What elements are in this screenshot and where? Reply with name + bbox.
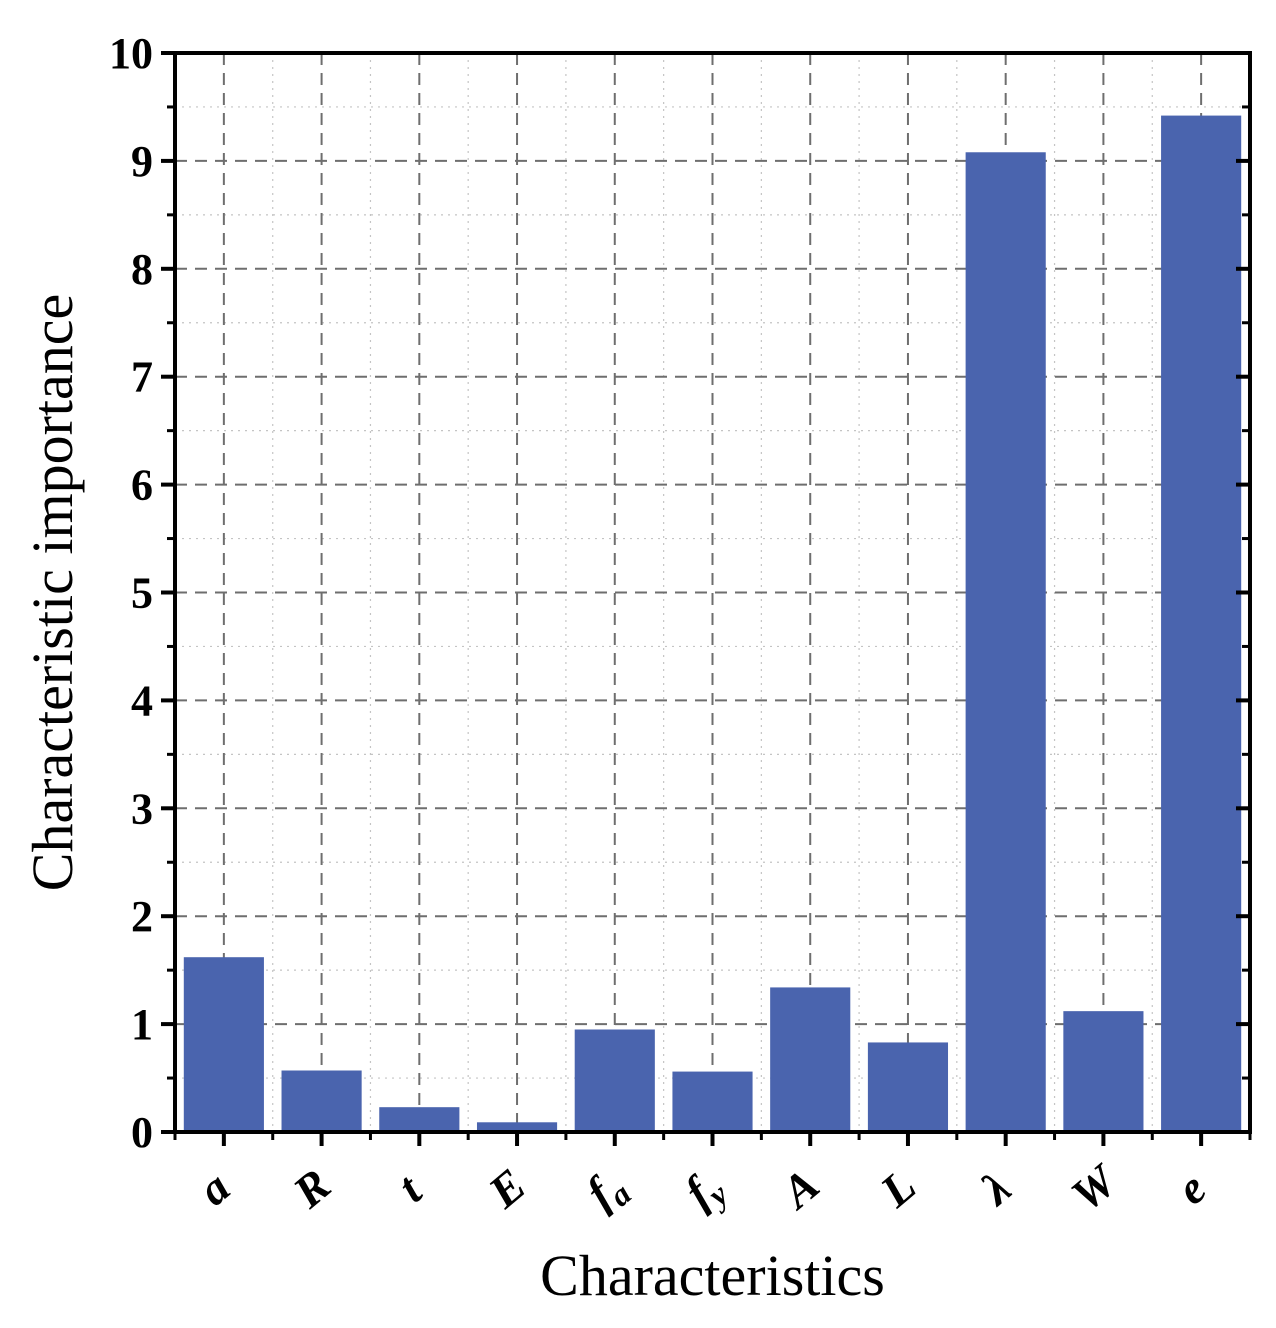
bar-11 (1161, 115, 1242, 1132)
y-tick-label: 7 (131, 353, 153, 402)
x-category-label: A (770, 1159, 829, 1220)
x-category-label: fy (675, 1159, 736, 1223)
y-tick-label: 10 (109, 29, 153, 78)
y-axis-title: Characteristic importance (20, 294, 85, 891)
bar-1 (183, 957, 264, 1132)
y-tick-label: 2 (131, 892, 153, 941)
bars (183, 115, 1242, 1132)
x-category-label: R (283, 1159, 340, 1218)
x-category-label: W (1061, 1153, 1127, 1220)
bar-4 (476, 1122, 558, 1132)
y-tick-label: 5 (131, 569, 153, 618)
bar-5 (574, 1029, 655, 1132)
y-tick-label: 6 (131, 461, 153, 510)
x-category-label: fa (576, 1159, 637, 1224)
bar-9 (965, 152, 1046, 1132)
x-axis-title: Characteristics (540, 1243, 885, 1308)
bar-2 (281, 1070, 362, 1132)
x-category-label: λ (970, 1162, 1020, 1215)
x-category-label: L (870, 1160, 925, 1218)
y-tick-label: 9 (131, 137, 153, 186)
y-tick-label: 8 (131, 245, 153, 294)
bar-10 (1063, 1011, 1144, 1132)
x-category-label: E (478, 1159, 535, 1218)
x-category-label: t (388, 1164, 432, 1212)
y-tick-labels: 0 1 2 3 4 5 6 7 8 9 10 (109, 29, 153, 1157)
bar-3 (379, 1107, 460, 1132)
bar-6 (672, 1071, 753, 1132)
bar-7 (770, 987, 851, 1132)
y-tick-label: 4 (131, 676, 153, 725)
x-category-label: a (189, 1161, 239, 1215)
bar-8 (867, 1042, 949, 1132)
axis-ticks (161, 51, 1252, 1146)
y-tick-label: 0 (131, 1108, 153, 1157)
y-tick-label: 3 (131, 784, 153, 833)
y-tick-label: 1 (131, 1000, 153, 1049)
x-category-label: e (1167, 1162, 1215, 1214)
